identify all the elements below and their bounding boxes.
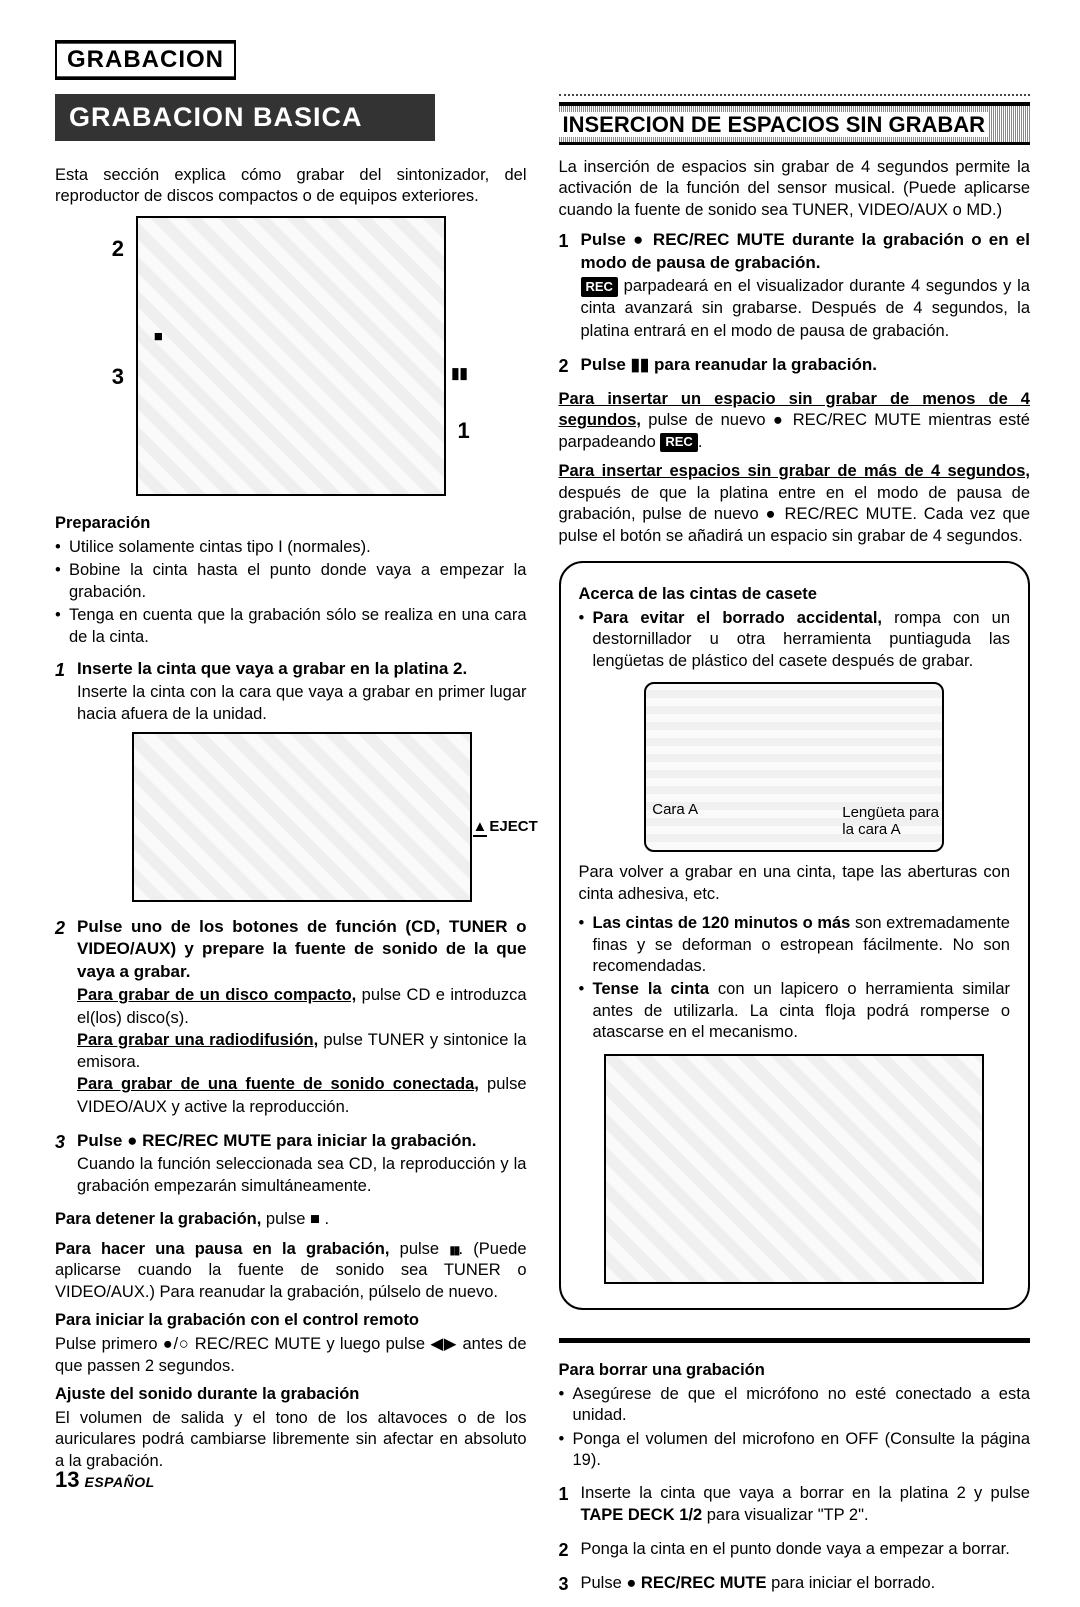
box-p: Para volver a grabar en una cinta, tape … xyxy=(579,862,1011,905)
right-steps: 1 Pulse ● REC/REC MUTE durante la grabac… xyxy=(559,229,1031,377)
remote-body: Pulse primero ●/○ REC/REC MUTE y luego p… xyxy=(55,1334,527,1377)
two-column-layout: GRABACION BASICA Esta sección explica có… xyxy=(55,94,1030,1607)
erase-bullet: Asegúrese de que el micrófono no esté co… xyxy=(559,1384,1031,1427)
right-intro: La inserción de espacios sin grabar de 4… xyxy=(559,157,1031,221)
remote-heading: Para iniciar la grabación con el control… xyxy=(55,1311,527,1330)
main-title-band: GRABACION BASICA xyxy=(55,94,435,141)
rec-chip: REC xyxy=(660,433,697,452)
right-column: INSERCION DE ESPACIOS SIN GRABAR La inse… xyxy=(559,94,1031,1607)
page-number: 13 xyxy=(55,1467,79,1492)
box-item: Las cintas de 120 minutos o más son extr… xyxy=(579,913,1011,977)
u-text: Para grabar una radiodifusión, xyxy=(77,1031,318,1049)
prep-item: Tenga en cuenta que la grabación sólo se… xyxy=(55,605,527,648)
box-list-2: Las cintas de 120 minutos o más son extr… xyxy=(579,913,1011,1044)
stereo-diagram: 2 3 1 ▮▮ ■ xyxy=(136,216,446,496)
callout-1: 1 xyxy=(458,418,470,444)
step-lead: Pulse ● REC/REC MUTE para iniciar la gra… xyxy=(77,1131,476,1150)
page-footer: 13 ESPAÑOL xyxy=(55,1467,155,1493)
step-num: 1 xyxy=(55,658,65,682)
callout-3: 3 xyxy=(112,364,124,390)
t: Pulse ● REC/REC MUTE para iniciar el bor… xyxy=(581,1574,936,1592)
more4: Para insertar espacios sin grabar de más… xyxy=(559,461,1031,547)
step-lead: Pulse uno de los botones de función (CD,… xyxy=(77,917,527,982)
box-item: Tense la cinta con un lapicero o herrami… xyxy=(579,979,1011,1043)
step-lead: Pulse ▮▮ para reanudar la grabación. xyxy=(581,355,877,374)
erase-step: 3 Pulse ● REC/REC MUTE para iniciar el bo… xyxy=(559,1572,1031,1594)
label-cara-a: Cara A xyxy=(652,801,698,818)
step-body: parpadeará en el visualizador durante 4 … xyxy=(581,277,1031,340)
section-badge: GRABACION xyxy=(55,40,236,80)
step-num: 3 xyxy=(55,1130,65,1154)
t: Inserte la cinta que vaya a borrar en la… xyxy=(581,1484,1031,1524)
n: 1 xyxy=(559,1482,569,1506)
adjust-heading: Ajuste del sonido durante la grabación xyxy=(55,1385,527,1404)
prep-item: Utilice solamente cintas tipo I (normale… xyxy=(55,537,527,558)
pause-line: Para hacer una pausa en la grabación, pu… xyxy=(55,1239,527,1303)
erase-bullets: Asegúrese de que el micrófono no esté co… xyxy=(559,1384,1031,1472)
erase-step: 1 Inserte la cinta que vaya a borrar en l… xyxy=(559,1482,1031,1527)
box-heading: Acerca de las cintas de casete xyxy=(579,585,1011,604)
main-steps: 1 Inserte la cinta que vaya a grabar en … xyxy=(55,658,527,1197)
less4: Para insertar un espacio sin grabar de m… xyxy=(559,389,1031,453)
prep-item: Bobine la cinta hasta el punto donde vay… xyxy=(55,560,527,603)
step-lead: Inserte la cinta que vaya a grabar en la… xyxy=(77,659,467,678)
prep-list: Utilice solamente cintas tipo I (normale… xyxy=(55,537,527,648)
erase-bullet: Ponga el volumen del microfono en OFF (C… xyxy=(559,1429,1031,1472)
label-lengueta: Lengüeta para la cara A xyxy=(842,804,952,838)
erase-steps: 1 Inserte la cinta que vaya a borrar en l… xyxy=(559,1482,1031,1595)
step-lead: Pulse ● REC/REC MUTE durante la grabació… xyxy=(581,230,1031,272)
step-num: 1 xyxy=(559,229,569,253)
step-num: 2 xyxy=(559,354,569,378)
t: después de que la platina entre en el mo… xyxy=(559,484,1031,545)
step-body: Inserte la cinta con la cara que vaya a … xyxy=(77,683,527,723)
cassette-info-box: Acerca de las cintas de casete Para evit… xyxy=(559,561,1031,1310)
stop-line: Para detener la grabación, pulse ■ . xyxy=(55,1209,527,1230)
step-2: 2 Pulse uno de los botones de función (C… xyxy=(55,916,527,1118)
box-list: Para evitar el borrado accidental, rompa… xyxy=(579,608,1011,672)
b: Para evitar el borrado accidental, xyxy=(593,609,883,627)
cassette-diagram: Cara A Lengüeta para la cara A xyxy=(644,682,944,852)
step-num: 2 xyxy=(55,916,65,940)
callout-2: 2 xyxy=(112,236,124,262)
intro-text: Esta sección explica cómo grabar del sin… xyxy=(55,165,527,208)
u: Para insertar espacios sin grabar de más… xyxy=(559,462,1031,480)
left-column: GRABACION BASICA Esta sección explica có… xyxy=(55,94,527,1607)
rec-chip: REC xyxy=(581,277,618,297)
n: 3 xyxy=(559,1572,569,1596)
callout-stop: ■ xyxy=(154,328,163,345)
box-item: Para evitar el borrado accidental, rompa… xyxy=(579,608,1011,672)
b: Tense la cinta xyxy=(593,980,710,998)
b: Las cintas de 120 minutos o más xyxy=(593,914,851,932)
step-body: Cuando la función seleccionada sea CD, l… xyxy=(77,1155,527,1195)
r-step-2: 2 Pulse ▮▮ para reanudar la grabación. xyxy=(559,354,1031,377)
bold: Para detener la grabación, xyxy=(55,1210,261,1228)
n: 2 xyxy=(559,1538,569,1562)
erase-heading: Para borrar una grabación xyxy=(559,1361,1031,1380)
adjust-body: El volumen de salida y el tono de los al… xyxy=(55,1408,527,1472)
callout-pause: ▮▮ xyxy=(451,364,468,382)
step-1: 1 Inserte la cinta que vaya a grabar en … xyxy=(55,658,527,901)
r-step-1: 1 Pulse ● REC/REC MUTE durante la grabac… xyxy=(559,229,1031,342)
divider xyxy=(559,1338,1031,1343)
erase-step: 2 Ponga la cinta en el punto donde vaya a… xyxy=(559,1538,1031,1560)
pencil-cassette-diagram xyxy=(604,1054,984,1284)
right-title: INSERCION DE ESPACIOS SIN GRABAR xyxy=(559,102,1031,145)
page-lang: ESPAÑOL xyxy=(85,1474,155,1490)
u-text: Para grabar de un disco compacto, xyxy=(77,986,356,1004)
eject-label: EJECT xyxy=(473,817,538,837)
step-3: 3 Pulse ● REC/REC MUTE para iniciar la g… xyxy=(55,1130,527,1197)
u-text: Para grabar de una fuente de sonido cone… xyxy=(77,1075,479,1093)
t: pulse ■ . xyxy=(261,1210,329,1228)
prep-heading: Preparación xyxy=(55,514,527,533)
t: Ponga la cinta en el punto donde vaya a … xyxy=(581,1540,1010,1558)
deck-diagram: EJECT xyxy=(132,732,472,902)
